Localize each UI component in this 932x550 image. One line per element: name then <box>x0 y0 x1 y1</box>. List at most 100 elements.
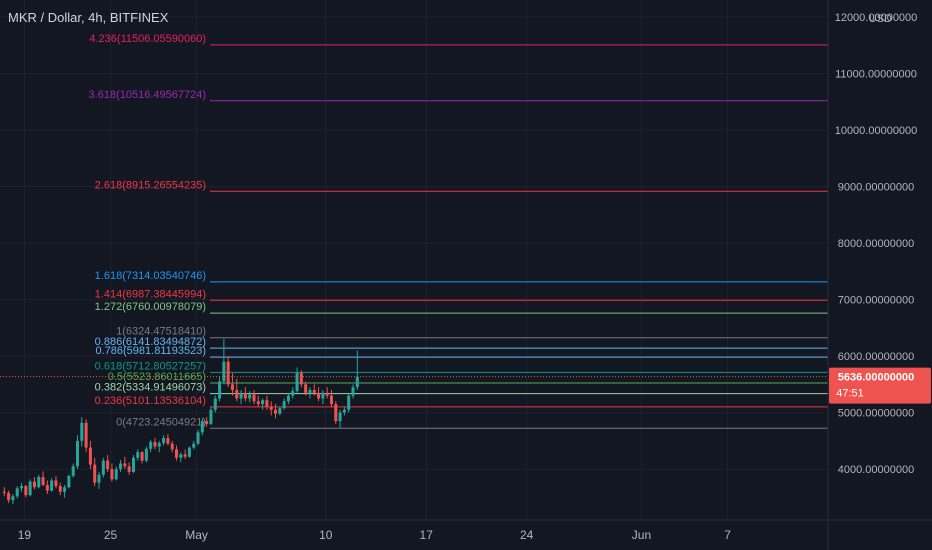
candle-body <box>312 390 316 393</box>
candle-body <box>261 400 265 405</box>
time-axis-tick-label: 19 <box>18 528 32 542</box>
candle-body <box>106 460 110 470</box>
time-axis-tick-label: 24 <box>520 528 534 542</box>
time-axis-tick-label: 10 <box>319 528 333 542</box>
candle-body <box>269 406 273 410</box>
candle-body <box>304 384 308 393</box>
candle-body <box>11 496 15 501</box>
candle-countdown-label: 47:51 <box>836 388 864 400</box>
candle-body <box>187 447 191 457</box>
candle-body <box>317 392 321 399</box>
candle-body <box>67 475 71 488</box>
candle-body <box>265 400 269 407</box>
price-axis-tick-label: 7000.00000000 <box>838 295 914 307</box>
candle-body <box>24 486 28 496</box>
time-axis-tick-label: 17 <box>420 528 434 542</box>
price-axis-tick-label: 6000.00000000 <box>838 351 914 363</box>
candle-body <box>218 381 222 399</box>
candle-body <box>192 443 196 448</box>
candle-body <box>243 392 247 399</box>
candle-body <box>166 438 170 444</box>
fib-level-label: 4.236(11506.05590060) <box>89 33 206 45</box>
time-axis-tick-label: May <box>185 528 208 542</box>
current-price-label: 5636.00000000 <box>838 372 914 384</box>
price-axis-tick-label: 11000.00000000 <box>835 68 917 80</box>
candle-body <box>174 449 179 458</box>
fib-level-label: 1(6324.47518410) <box>116 326 206 338</box>
fib-level-label: 0.886(6141.83494872) <box>95 336 206 348</box>
fib-level-label: 1.272(6760.00978079) <box>95 301 206 313</box>
candle-body <box>278 408 282 414</box>
candle-body <box>63 487 67 492</box>
candle-body <box>321 392 325 399</box>
candle-body <box>308 390 312 393</box>
current-price-badge[interactable] <box>829 367 931 404</box>
fib-level-label: 0.382(5334.91496073) <box>95 382 206 394</box>
candle-body <box>2 491 6 493</box>
candle-body <box>136 452 140 458</box>
fib-level-label: 1.618(7314.03540746) <box>95 270 206 282</box>
candle-body <box>205 421 209 424</box>
candle-body <box>131 457 135 472</box>
candle-body <box>226 361 230 385</box>
candle-body <box>110 469 114 480</box>
candle-body <box>196 432 200 444</box>
candle-body <box>140 452 144 461</box>
fib-level-label: 0.236(5101.13536104) <box>95 395 206 407</box>
candle-body <box>256 401 260 405</box>
candle-body <box>347 395 351 410</box>
price-axis-tick-label: 4000.00000000 <box>838 464 914 476</box>
time-axis-tick-label: 25 <box>104 528 118 542</box>
candle-body <box>15 488 19 497</box>
candle-body <box>295 373 299 392</box>
candle-body <box>299 373 303 385</box>
candle-body <box>282 401 286 409</box>
candle-body <box>342 409 346 413</box>
candle-body <box>93 464 97 483</box>
fib-level-label: 3.618(10516.49567724) <box>89 89 206 101</box>
candle-body <box>222 361 226 382</box>
candle-body <box>209 409 213 424</box>
candle-body <box>75 440 79 467</box>
candle-body <box>144 448 148 461</box>
price-axis-tick-label: 9000.00000000 <box>838 182 914 194</box>
candle-body <box>153 442 157 447</box>
candle-body <box>291 391 295 396</box>
candle-body <box>7 492 11 501</box>
candle-body <box>50 480 54 491</box>
time-axis-tick-label: 7 <box>724 528 731 542</box>
candle-body <box>329 395 333 405</box>
fib-level-label: 0.786(5981.81193523) <box>95 345 206 357</box>
candle-body <box>88 447 92 465</box>
candle-body <box>213 398 217 410</box>
candle-body <box>334 404 338 422</box>
candle-body <box>123 463 127 467</box>
candle-body <box>80 422 84 441</box>
candle-body <box>162 438 166 444</box>
candle-body <box>45 484 49 491</box>
candle-body <box>149 442 153 449</box>
candle-body <box>338 412 342 422</box>
time-axis-tick-label: Jun <box>632 528 651 542</box>
candle-body <box>54 480 58 487</box>
price-axis-unit: USD <box>869 13 892 25</box>
candle-body <box>157 443 161 447</box>
candle-body <box>71 466 75 476</box>
candle-body <box>252 394 256 402</box>
candle-body <box>37 477 41 488</box>
candle-body <box>41 477 45 485</box>
candle-body <box>179 454 183 458</box>
candle-body <box>84 422 88 448</box>
candle-body <box>97 474 101 483</box>
candle-body <box>58 486 62 492</box>
price-axis-tick-label: 10000.00000000 <box>835 125 918 137</box>
candle-body <box>230 384 234 390</box>
candle-body <box>119 463 123 470</box>
candle-body <box>114 469 118 480</box>
candle-body <box>28 481 32 496</box>
price-axis-tick-label: 8000.00000000 <box>838 238 914 250</box>
price-axis-tick-label: 5000.00000000 <box>838 408 914 420</box>
